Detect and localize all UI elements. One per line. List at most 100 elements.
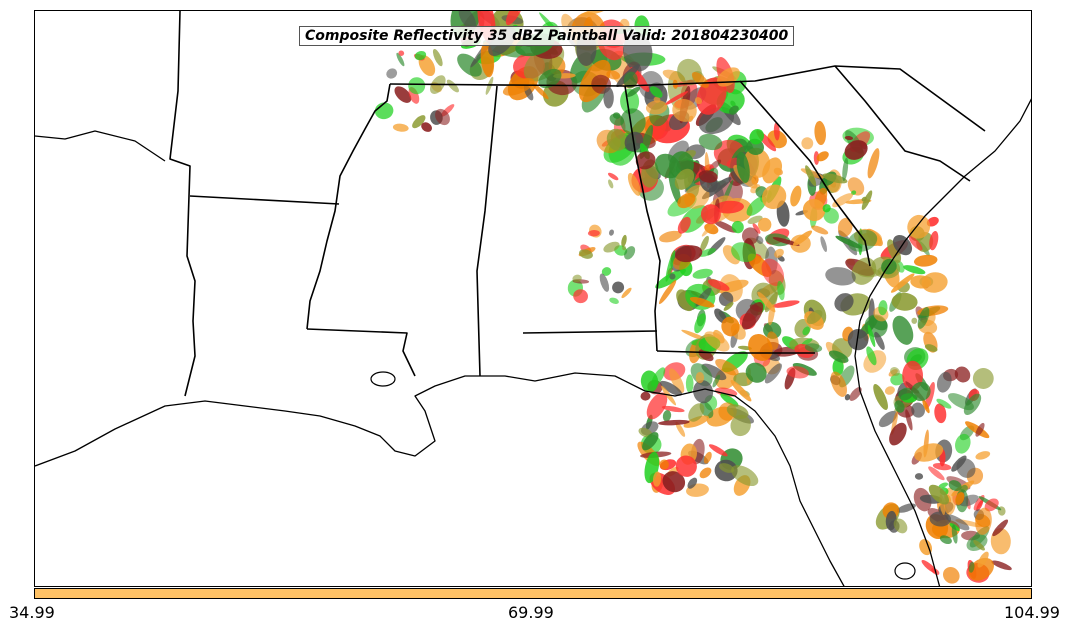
reflectivity-blob	[608, 179, 614, 189]
reflectivity-blob	[729, 105, 739, 115]
reflectivity-blob	[612, 281, 625, 294]
reflectivity-blob	[955, 433, 971, 454]
reflectivity-blob	[603, 241, 620, 253]
reflectivity-blob	[599, 273, 610, 292]
reflectivity-blob	[446, 79, 459, 93]
reflectivity-blob	[894, 400, 905, 413]
reflectivity-blob	[731, 465, 759, 487]
reflectivity-blob	[928, 484, 949, 505]
reflectivity-blob	[736, 151, 750, 183]
reflectivity-blob	[887, 239, 902, 263]
reflectivity-blob	[942, 566, 960, 584]
reflectivity-blob	[658, 280, 677, 305]
reflectivity-blob	[890, 273, 915, 293]
reflectivity-blob	[652, 471, 662, 487]
reflectivity-blob	[672, 98, 697, 122]
reflectivity-blob	[609, 113, 625, 126]
reflectivity-blob	[936, 398, 952, 409]
reflectivity-blob	[695, 372, 705, 384]
reflectivity-blob	[659, 459, 669, 470]
reflectivity-blob	[903, 265, 926, 275]
reflectivity-blob	[694, 97, 703, 105]
reflectivity-blob	[777, 280, 785, 301]
reflectivity-blob	[699, 467, 712, 479]
reflectivity-blob	[701, 363, 727, 381]
reflectivity-blob	[984, 498, 999, 512]
tx-la-border	[169, 11, 196, 397]
reflectivity-blob	[968, 561, 975, 573]
ms-al-border	[476, 85, 498, 377]
reflectivity-blob	[694, 313, 706, 334]
reflectivity-blob	[693, 380, 714, 404]
reflectivity-blob	[607, 172, 619, 181]
reflectivity-blob	[687, 477, 698, 489]
reflectivity-blob	[849, 387, 862, 401]
reflectivity-blob	[801, 338, 813, 346]
reflectivity-blob	[814, 120, 826, 146]
reflectivity-blob	[624, 246, 636, 260]
ga-sc-border	[739, 80, 871, 267]
al-fl-border	[522, 330, 658, 334]
reflectivity-blob	[698, 248, 716, 257]
reflectivity-blob	[579, 249, 593, 259]
reflectivity-blob	[712, 374, 721, 388]
reflectivity-blob	[432, 48, 443, 67]
reflectivity-blob	[651, 367, 666, 387]
reflectivity-blob	[924, 344, 938, 352]
reflectivity-blob	[421, 122, 432, 132]
reflectivity-blob	[757, 217, 772, 232]
reflectivity-blob	[659, 230, 682, 243]
reflectivity-blob	[731, 242, 757, 263]
reflectivity-blob	[660, 380, 683, 396]
reflectivity-blob	[911, 402, 925, 418]
reflectivity-blob	[587, 229, 600, 237]
reflectivity-blob	[620, 108, 646, 136]
reflectivity-blob	[975, 451, 991, 460]
reflectivity-blob	[874, 331, 885, 350]
reflectivity-blob	[756, 236, 764, 244]
reflectivity-blob	[822, 173, 848, 184]
reflectivity-blob	[890, 373, 905, 386]
reflectivity-blob	[752, 223, 761, 234]
reflectivity-blob	[867, 325, 876, 347]
reflectivity-blob	[700, 235, 709, 252]
reflectivity-blob	[713, 219, 737, 233]
reflectivity-blob	[844, 394, 851, 401]
reflectivity-blob	[572, 274, 582, 283]
reflectivity-blob	[398, 50, 405, 56]
reflectivity-blob	[910, 275, 932, 289]
reflectivity-blob	[844, 135, 854, 141]
reflectivity-blob	[884, 386, 895, 395]
reflectivity-blob	[914, 473, 924, 480]
reflectivity-blob	[921, 272, 948, 293]
reflectivity-blob	[929, 511, 951, 527]
reflectivity-blob	[662, 410, 672, 422]
reflectivity-blob	[719, 463, 735, 473]
reflectivity-blob	[866, 346, 877, 366]
reflectivity-blob	[890, 367, 900, 376]
tn-south-line	[389, 65, 986, 132]
reflectivity-blob	[683, 415, 710, 428]
reflectivity-blob	[621, 234, 627, 247]
reflectivity-blob	[721, 316, 740, 337]
reflectivity-blob	[804, 343, 823, 353]
reflectivity-blob	[669, 368, 685, 394]
reflectivity-blob	[992, 519, 1009, 537]
reflectivity-blob	[820, 236, 828, 252]
reflectivity-blob	[911, 317, 918, 324]
reflectivity-blob	[730, 414, 751, 437]
reflectivity-blob	[830, 371, 847, 397]
reflectivity-blob	[764, 363, 782, 384]
reflectivity-blob	[761, 184, 787, 210]
reflectivity-blob	[806, 309, 823, 325]
colorbar-tick-min: 34.99	[9, 603, 55, 622]
reflectivity-blob	[573, 289, 588, 304]
reflectivity-blob	[975, 507, 992, 535]
reflectivity-blob	[786, 366, 809, 379]
reflectivity-blob	[945, 514, 970, 531]
reflectivity-blob	[772, 300, 800, 308]
reflectivity-blob	[911, 381, 931, 402]
colorbar	[34, 588, 1032, 599]
reflectivity-blob	[394, 86, 412, 103]
state-boundaries	[35, 11, 1031, 586]
